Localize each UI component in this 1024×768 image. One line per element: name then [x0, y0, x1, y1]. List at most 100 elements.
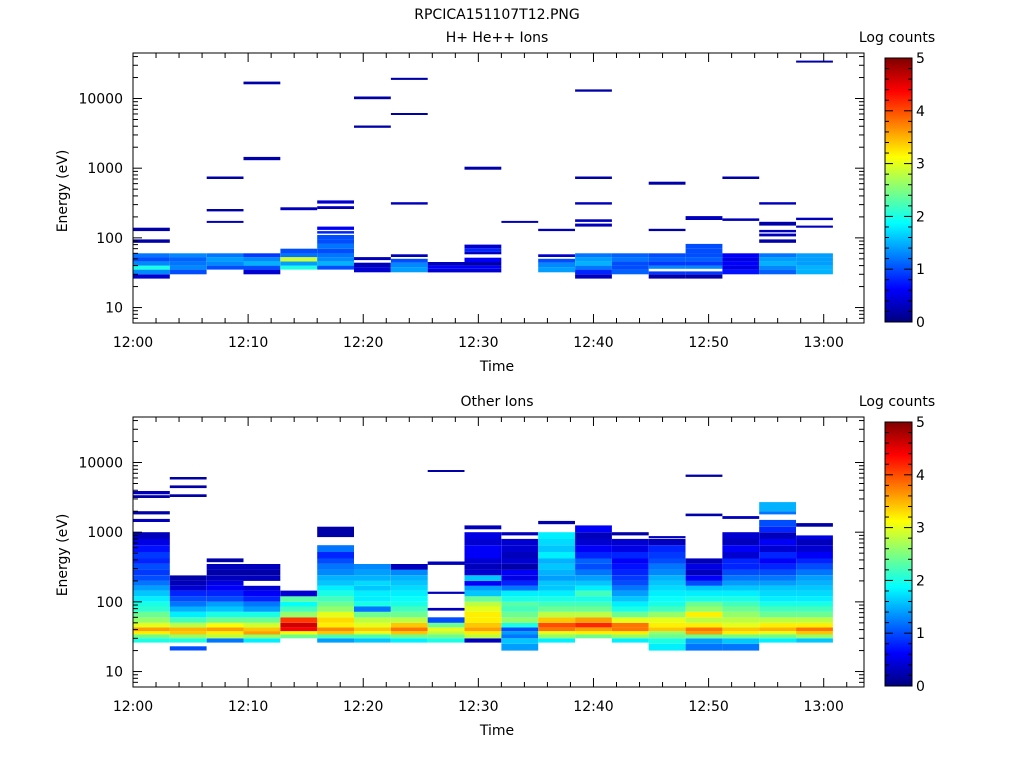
heatmap-cell	[722, 176, 760, 179]
heatmap-cell	[722, 532, 760, 539]
panel-title: H+ He++ Ions	[446, 30, 549, 46]
y-tick-label: 10	[105, 665, 123, 681]
x-tick-label: 12:00	[113, 335, 153, 351]
heatmap-cell	[390, 590, 428, 597]
heatmap-cell	[280, 631, 318, 635]
heatmap-cell	[796, 611, 833, 618]
heatmap-cell	[759, 265, 796, 270]
heatmap-cell	[796, 585, 833, 591]
heatmap-cell	[611, 617, 649, 623]
heatmap-cell	[575, 176, 612, 179]
heatmap-cell	[501, 558, 539, 564]
heatmap-cell	[538, 575, 575, 581]
heatmap-cell	[354, 627, 391, 632]
heatmap-cell	[685, 585, 723, 591]
heatmap-cell	[464, 532, 502, 539]
heatmap-cell	[206, 601, 244, 607]
x-axis: 12:00 12:10 12:20 12:30 12:40 12:50 13:00	[113, 53, 848, 351]
heatmap-cell	[169, 477, 207, 480]
heatmap-cell	[722, 627, 760, 632]
x-axis-label: Time	[479, 723, 514, 739]
heatmap-cell	[538, 606, 575, 612]
heatmap-cell	[354, 96, 391, 100]
heatmap-cell	[206, 209, 244, 212]
heatmap-cell	[796, 538, 833, 546]
heatmap-cell	[722, 538, 760, 546]
heatmap-cell	[206, 176, 244, 179]
heatmap-cell	[464, 262, 502, 266]
heatmap-cell	[759, 585, 796, 591]
heatmap-cell	[759, 569, 796, 576]
heatmap-cell	[169, 646, 207, 651]
heatmap-cell	[722, 634, 760, 639]
heatmap-cell	[133, 253, 170, 258]
heatmap-cell	[648, 536, 686, 539]
heatmap-cell	[501, 569, 539, 576]
y-tick-label: 1000	[87, 525, 123, 541]
heatmap-cell	[464, 558, 502, 564]
x-tick-label: 13:00	[804, 699, 844, 715]
heatmap-cell	[685, 617, 723, 623]
heatmap-cell	[538, 258, 575, 263]
heatmap-cell	[317, 564, 354, 570]
heatmap-cell	[427, 262, 465, 266]
heatmap-cell	[538, 622, 575, 628]
heatmap-cell	[206, 627, 244, 632]
heatmap-cell	[169, 580, 207, 586]
heatmap-cell	[796, 622, 833, 628]
heatmap-cell	[501, 590, 539, 597]
heatmap-cell	[538, 552, 575, 559]
heatmap-cell	[796, 545, 833, 552]
heatmap-cell	[575, 617, 612, 623]
heatmap-cell	[648, 261, 686, 266]
heatmap-cell	[133, 545, 170, 552]
heatmap-cell	[317, 627, 354, 632]
heatmap-cell	[280, 590, 318, 597]
heatmap-cell	[575, 265, 612, 270]
heatmap-cell	[501, 552, 539, 559]
heatmap-cell	[501, 634, 539, 639]
heatmap-cell	[133, 617, 170, 623]
heatmap-cell	[169, 257, 207, 262]
heatmap-cell	[427, 627, 465, 632]
heatmap-cell	[206, 253, 244, 258]
heatmap-cell	[648, 552, 686, 559]
heatmap-cell	[133, 580, 170, 586]
heatmap-cell	[243, 585, 281, 591]
heatmap-cell	[206, 611, 244, 618]
heatmap-cell	[280, 634, 318, 639]
heatmap-cell	[464, 525, 502, 530]
colorbar-tick-label: 2	[916, 573, 925, 589]
heatmap-cell	[501, 532, 539, 536]
heatmap-cell	[317, 590, 354, 597]
heatmap-cell	[243, 622, 281, 628]
y-tick-label: 10000	[78, 92, 123, 108]
heatmap-cell	[722, 516, 760, 519]
heatmap-cell	[169, 269, 207, 275]
heatmap-cell	[206, 580, 244, 586]
heatmap-cell	[206, 596, 244, 602]
heatmap-cell	[464, 617, 502, 623]
heatmap-cell	[390, 564, 428, 570]
heatmap-cell	[611, 532, 649, 536]
heatmap-cell	[611, 601, 649, 607]
heatmap-cell	[243, 606, 281, 612]
heatmap-cell	[133, 590, 170, 597]
heatmap-cell	[464, 545, 502, 552]
heatmap-cell	[243, 638, 281, 643]
heatmap-cell	[575, 253, 612, 258]
heatmap-cell	[538, 601, 575, 607]
heatmap-cell	[133, 638, 170, 643]
heatmap-cell	[796, 569, 833, 576]
heatmap-cell	[133, 564, 170, 570]
heatmap-cell	[759, 532, 796, 539]
heatmap-cell	[611, 569, 649, 576]
heatmap-cell	[796, 634, 833, 639]
heatmap-cell	[354, 580, 391, 586]
heatmap-cell	[685, 580, 723, 586]
heatmap-cell	[611, 638, 649, 643]
plot-area	[133, 53, 864, 323]
heatmap-cell	[575, 202, 612, 205]
heatmap-cell	[243, 590, 281, 597]
y-tick-label: 10	[105, 301, 123, 317]
